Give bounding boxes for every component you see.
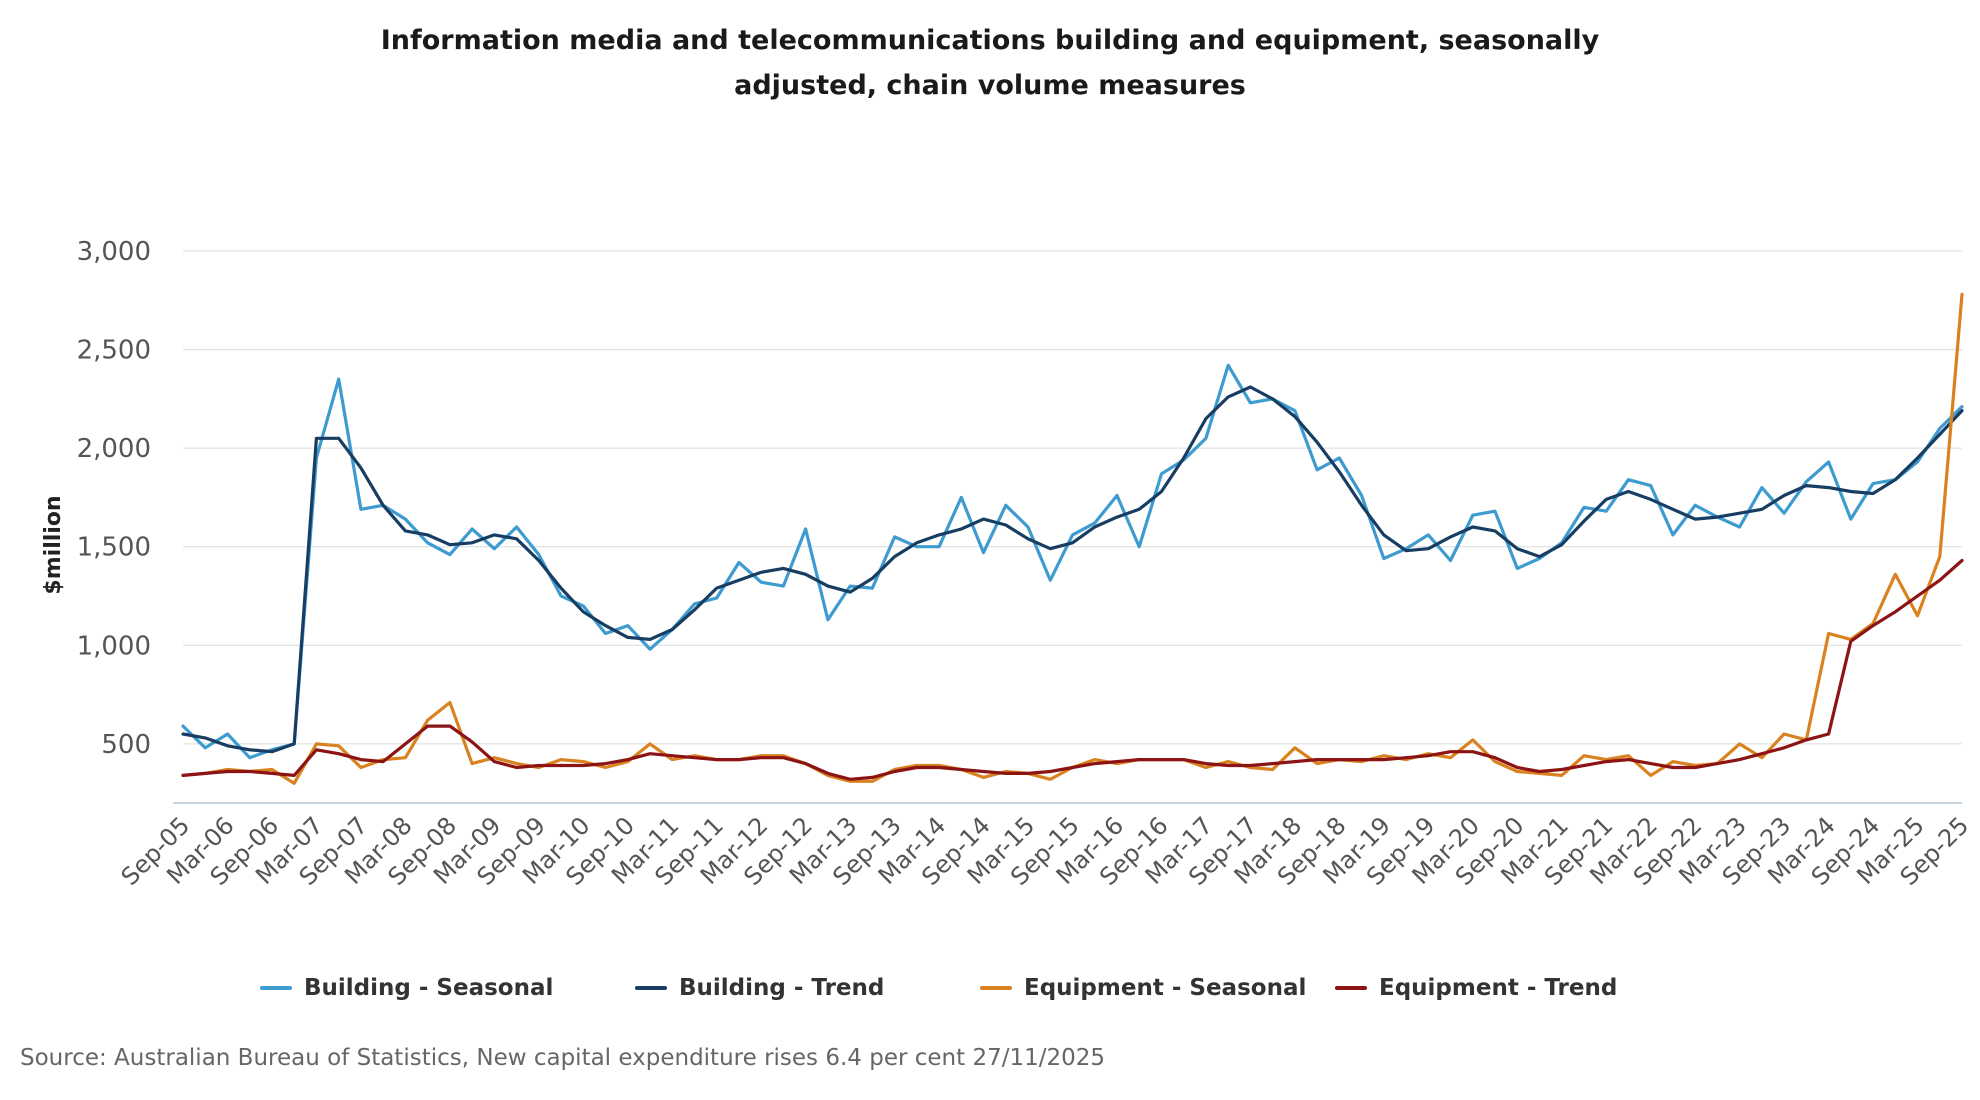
legend-label: Equipment - Trend: [1379, 975, 1618, 1001]
gridlines: [173, 250, 1962, 804]
series-lines: [181, 292, 1964, 785]
y-tick-label: 3,000: [77, 237, 151, 267]
legend-swatch: [635, 986, 667, 990]
legend-item[interactable]: Building - Seasonal: [260, 975, 553, 1001]
y-tick-label: 2,000: [77, 434, 151, 464]
legend-label: Building - Trend: [679, 975, 885, 1001]
legend-item[interactable]: Equipment - Seasonal: [980, 975, 1306, 1001]
series-line-equipment-trend: [181, 558, 1964, 781]
source-note: Source: Australian Bureau of Statistics,…: [20, 1045, 1106, 1071]
legend-swatch: [260, 986, 292, 990]
series-line-equipment-seasonal: [181, 292, 1964, 785]
legend-swatch: [1335, 986, 1367, 990]
x-axis-ticks: Sep-05Mar-06Sep-06Mar-07Sep-07Mar-08Sep-…: [116, 811, 1975, 891]
legend-item[interactable]: Building - Trend: [635, 975, 884, 1001]
y-tick-label: 500: [101, 730, 151, 760]
legend-swatch: [980, 986, 1012, 990]
y-axis-label: $million: [41, 495, 66, 594]
y-tick-label: 2,500: [77, 336, 151, 366]
legend: Building - Seasonal Building - Trend Equip…: [260, 968, 1740, 1008]
legend-label: Building - Seasonal: [304, 975, 554, 1001]
y-axis-ticks: 500 1,000 1,500 2,000 2,500 3,000: [77, 237, 151, 760]
series-line-building-trend: [181, 385, 1964, 754]
chart-title: Information media and telecommunications…: [380, 25, 1600, 101]
y-tick-label: 1,500: [77, 533, 151, 563]
legend-item[interactable]: Equipment - Trend: [1335, 975, 1617, 1001]
series-line-building-seasonal: [181, 363, 1964, 760]
legend-label: Equipment - Seasonal: [1024, 975, 1307, 1001]
y-tick-label: 1,000: [77, 631, 151, 661]
